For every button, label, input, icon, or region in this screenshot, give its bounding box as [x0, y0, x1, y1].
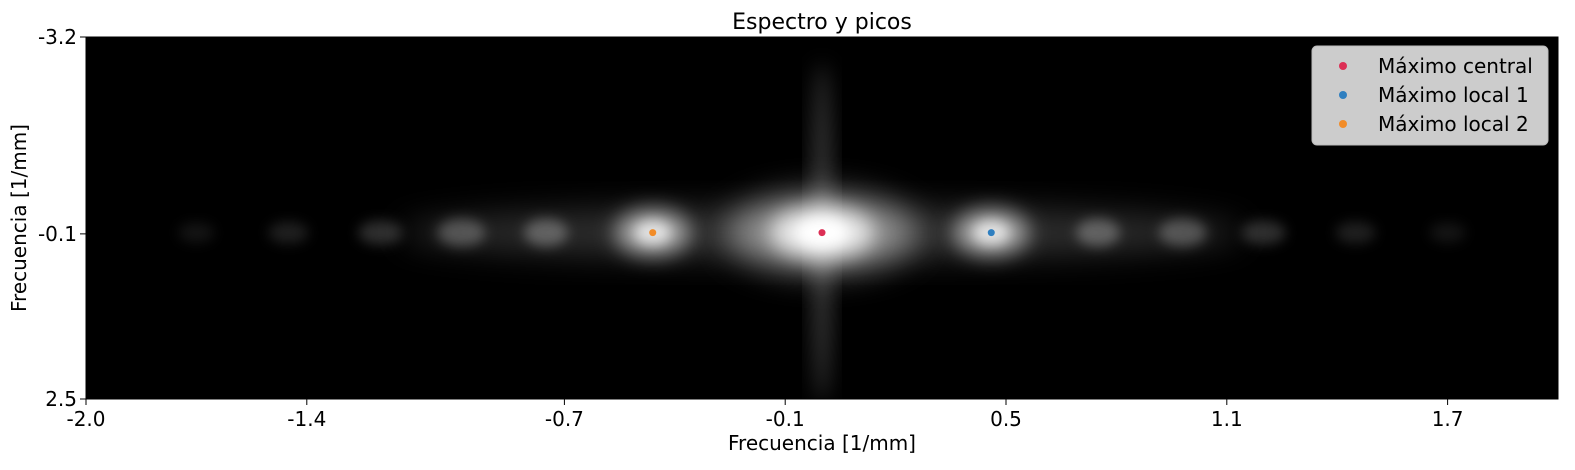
legend: Máximo central Máximo local 1 Máximo local…: [1311, 45, 1549, 146]
legend-label: Máximo local 2: [1378, 112, 1529, 136]
plot-frame: [85, 36, 1559, 400]
legend-marker: [1339, 120, 1347, 128]
spectrum-glow-blob: [524, 218, 568, 247]
x-axis-ticks: -2.0 -1.4 -0.7 -0.1 0.5 1.1 1.7: [66, 399, 1464, 431]
y-axis-label: Frecuencia [1/mm]: [7, 124, 31, 312]
y-tick-label: 2.5: [45, 387, 77, 411]
spectrum-glow-blob: [178, 222, 215, 243]
y-axis-ticks: -3.2 -0.1 2.5: [38, 25, 86, 411]
legend-marker: [1339, 62, 1347, 70]
spectrum-glow-blob: [1335, 221, 1376, 244]
legend-box: [1311, 45, 1549, 146]
peak-markers: [649, 229, 995, 237]
y-tick-label: -0.1: [38, 222, 77, 246]
x-tick-label: -1.4: [287, 407, 326, 431]
x-tick-label: 0.5: [990, 407, 1022, 431]
spectrum-glow-blob: [437, 218, 486, 247]
legend-items: Máximo central Máximo local 1 Máximo local…: [1339, 54, 1533, 136]
spectrum-glow-blob: [1158, 218, 1207, 247]
legend-label: Máximo local 1: [1378, 83, 1529, 107]
x-tick-label: 1.1: [1211, 407, 1243, 431]
peak-point: [818, 229, 826, 237]
chart-title: Espectro y picos: [732, 10, 912, 35]
peak-point: [649, 229, 657, 237]
x-tick-label: 1.7: [1432, 407, 1464, 431]
legend-marker: [1339, 91, 1347, 99]
spectrum-glow-blob: [358, 220, 403, 245]
peak-point: [987, 229, 995, 237]
x-tick-label: -0.1: [766, 407, 805, 431]
spectrum-glow-blob: [1241, 220, 1286, 245]
legend-label: Máximo central: [1378, 54, 1533, 78]
y-tick-label: -3.2: [38, 25, 77, 49]
x-axis-label: Frecuencia [1/mm]: [728, 431, 916, 455]
x-tick-label: -2.0: [66, 407, 105, 431]
spectrum-glow-blob: [268, 221, 309, 244]
spectrum-glow-blob: [1076, 218, 1120, 247]
x-tick-label: -0.7: [545, 407, 584, 431]
spectrum-glow-blob: [1429, 222, 1466, 243]
